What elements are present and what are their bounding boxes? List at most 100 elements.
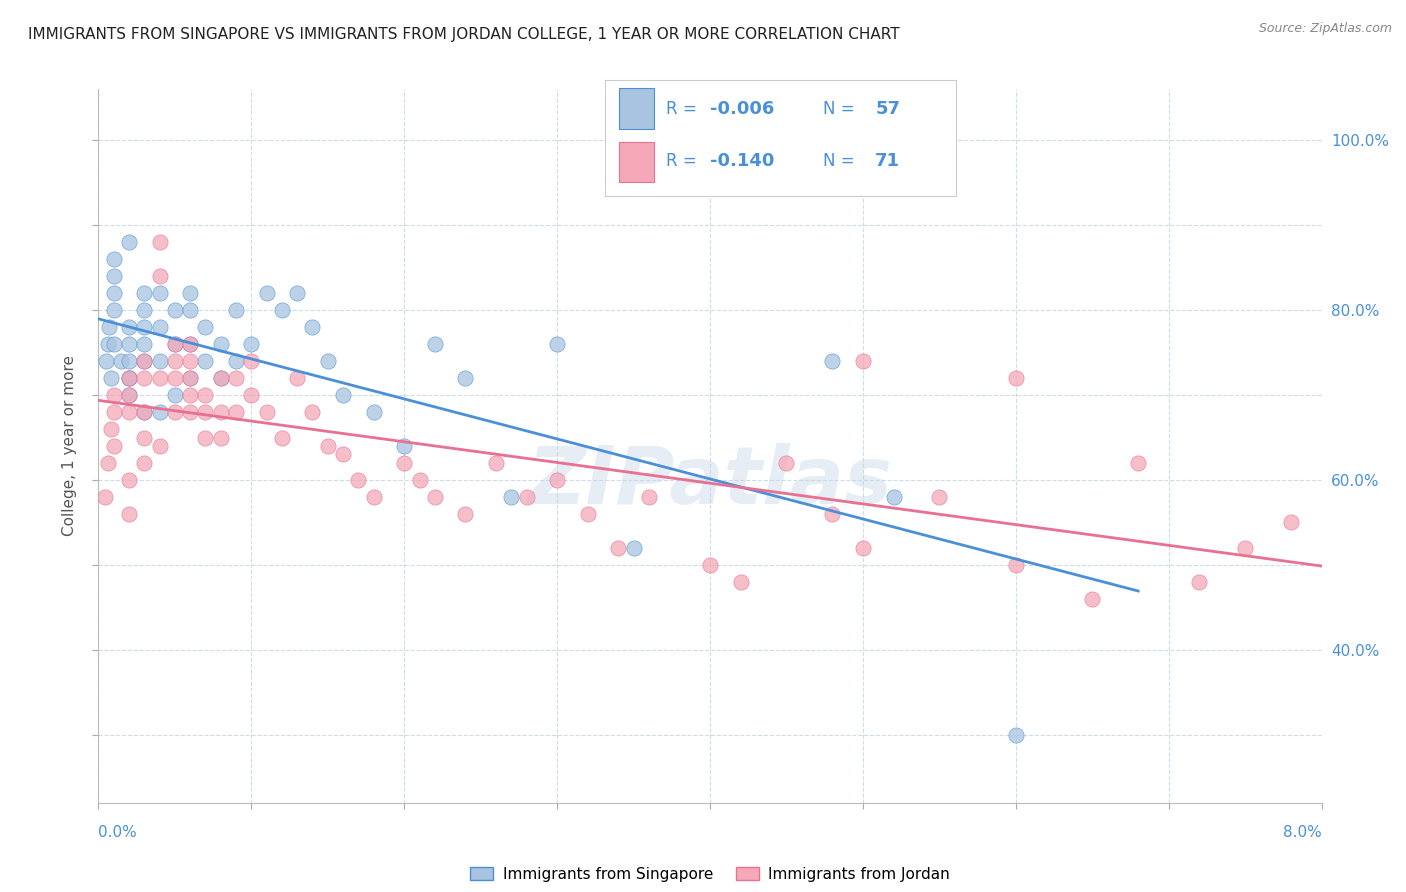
Point	[821, 354, 844, 368]
Point	[285, 286, 308, 301]
Point	[883, 490, 905, 504]
Point	[623, 541, 645, 555]
Point	[163, 337, 186, 351]
Point	[149, 439, 172, 453]
Text: N =: N =	[823, 100, 859, 119]
Point	[194, 388, 217, 402]
Point	[149, 371, 172, 385]
Point	[423, 337, 446, 351]
Point	[97, 337, 120, 351]
Point	[209, 405, 232, 419]
Point	[134, 405, 156, 419]
Point	[163, 303, 186, 318]
Point	[454, 507, 477, 521]
Point	[98, 320, 121, 334]
Point	[134, 337, 156, 351]
Text: 0.0%: 0.0%	[98, 825, 138, 840]
Point	[149, 354, 172, 368]
Point	[1004, 371, 1026, 385]
Text: -0.140: -0.140	[710, 153, 775, 170]
Point	[118, 371, 141, 385]
Point	[179, 354, 201, 368]
Point	[100, 371, 122, 385]
Point	[134, 286, 156, 301]
Point	[94, 354, 117, 368]
Point	[347, 473, 370, 487]
Point	[134, 430, 156, 444]
Point	[118, 235, 141, 249]
Point	[118, 405, 141, 419]
Text: 71: 71	[875, 153, 900, 170]
Point	[285, 371, 308, 385]
Text: N =: N =	[823, 153, 859, 170]
Point	[209, 371, 232, 385]
Point	[118, 473, 141, 487]
Point	[301, 405, 323, 419]
Point	[118, 320, 141, 334]
Point	[699, 558, 721, 572]
Point	[316, 354, 339, 368]
Point	[194, 430, 217, 444]
Point	[928, 490, 950, 504]
Point	[576, 507, 599, 521]
Point	[209, 430, 232, 444]
Point	[103, 303, 125, 318]
Point	[454, 371, 477, 385]
Point	[408, 473, 430, 487]
Point	[103, 286, 125, 301]
Point	[149, 405, 172, 419]
Point	[110, 354, 132, 368]
Point	[134, 354, 156, 368]
Text: Source: ZipAtlas.com: Source: ZipAtlas.com	[1258, 22, 1392, 36]
Point	[134, 405, 156, 419]
Point	[1279, 516, 1302, 530]
Point	[516, 490, 538, 504]
FancyBboxPatch shape	[619, 142, 654, 182]
Point	[103, 337, 125, 351]
Point	[363, 405, 385, 419]
Point	[1188, 574, 1211, 589]
Point	[392, 456, 416, 470]
Point	[163, 388, 186, 402]
Point	[179, 388, 201, 402]
Text: 8.0%: 8.0%	[1282, 825, 1322, 840]
Point	[134, 354, 156, 368]
Text: IMMIGRANTS FROM SINGAPORE VS IMMIGRANTS FROM JORDAN COLLEGE, 1 YEAR OR MORE CORR: IMMIGRANTS FROM SINGAPORE VS IMMIGRANTS …	[28, 27, 900, 42]
Point	[485, 456, 508, 470]
Point	[103, 388, 125, 402]
Point	[163, 354, 186, 368]
Point	[363, 490, 385, 504]
Point	[332, 388, 354, 402]
Point	[100, 422, 122, 436]
Point	[1004, 558, 1026, 572]
Text: R =: R =	[666, 100, 702, 119]
Y-axis label: College, 1 year or more: College, 1 year or more	[62, 356, 77, 536]
Point	[821, 507, 844, 521]
Point	[332, 448, 354, 462]
Point	[134, 320, 156, 334]
Point	[118, 337, 141, 351]
Point	[134, 371, 156, 385]
Point	[118, 354, 141, 368]
Point	[163, 405, 186, 419]
Point	[637, 490, 661, 504]
Point	[103, 269, 125, 284]
Point	[163, 337, 186, 351]
Point	[225, 405, 247, 419]
Point	[1081, 591, 1104, 606]
Point	[270, 303, 294, 318]
Point	[149, 286, 172, 301]
Point	[546, 337, 568, 351]
Point	[852, 541, 875, 555]
Point	[149, 269, 172, 284]
Point	[149, 235, 172, 249]
Point	[194, 354, 217, 368]
Point	[194, 405, 217, 419]
Point	[149, 320, 172, 334]
Point	[1004, 728, 1026, 742]
Point	[179, 371, 201, 385]
Point	[103, 439, 125, 453]
Point	[179, 303, 201, 318]
Point	[316, 439, 339, 453]
Point	[118, 388, 141, 402]
